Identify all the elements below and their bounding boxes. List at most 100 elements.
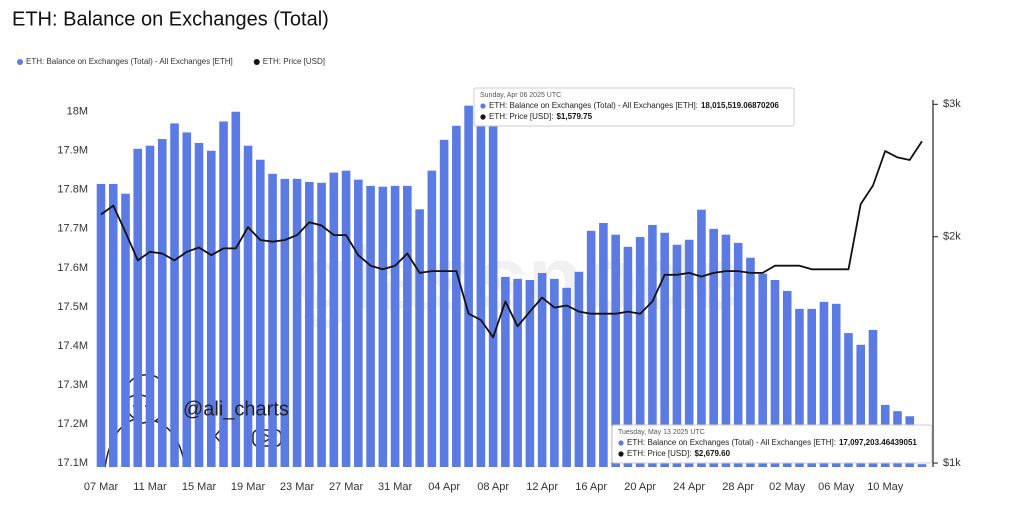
x-tick-label: 20 Apr [624,481,656,493]
bar [770,279,780,467]
bar [648,224,657,467]
x-tick-label: 31 Mar [378,481,413,493]
tooltip-marker [480,103,486,109]
tooltip-label: ETH: Balance on Exchanges (Total) - All … [489,101,698,110]
bar [819,301,829,467]
bar [366,185,375,467]
bar [280,178,290,467]
bar [243,145,253,467]
bar [660,232,669,467]
bar [856,344,866,467]
y-tick-label: 17.5M [57,301,88,313]
tooltip-marker [618,451,624,457]
bar [635,237,645,467]
bar [170,123,179,467]
bar [292,178,302,467]
bar [697,209,706,467]
legend-marker [17,59,23,65]
bar [513,278,522,467]
x-tick-label: 19 Mar [231,481,266,493]
bar [672,244,682,467]
bar [439,139,449,467]
x-tick-label: 12 Apr [526,481,558,493]
tooltip-value: 18,015,519.06870206 [701,101,779,110]
tooltip-date: Sunday, Apr 06 2025 UTC [480,92,561,99]
y-tick-label: 17.9M [57,145,88,157]
x-tick-label: 10 May [867,481,904,493]
bar [268,173,277,468]
bar [108,183,118,468]
legend-marker [253,59,260,65]
bar [550,278,559,467]
tooltip-label: ETH: Price [USD]: [489,112,553,121]
tooltip: Tuesday, May 13 2025 UTC ETH: Balance on … [611,424,933,464]
price-line [100,140,923,339]
bar [623,246,633,467]
bar [133,148,143,467]
bar [733,242,743,467]
tooltip-box [473,87,795,127]
x-tick-label: 15 Mar [182,481,217,493]
legend-label: ETH: Balance on Exchanges (Total) - All … [26,57,233,66]
handle: @ali_charts [183,398,289,420]
y-tick-label: 18M [67,106,88,118]
tooltip-box [611,424,933,464]
y-tick-label: 17.8M [57,184,88,196]
bar [354,179,363,468]
bar [917,464,927,467]
tooltip-value: $2,679.60 [694,449,730,458]
tooltip-label: ETH: Price [USD]: [627,449,691,458]
x-tick-label: 06 May [818,481,855,493]
y-tick-label: 17.4M [57,340,88,352]
x-tick-label: 16 Apr [575,481,607,493]
chart-title: ETH: Balance on Exchanges (Total) [12,8,329,30]
bar [378,186,388,467]
avatar [104,374,282,468]
bar [464,105,473,468]
bar [758,273,768,467]
bar [390,185,400,467]
bar [145,145,155,467]
bar [488,124,498,468]
bar [403,185,412,467]
bar [182,132,192,467]
bar [157,139,167,468]
x-tick-label: 07 Mar [84,481,119,493]
y-tick-label: 17.6M [57,262,88,274]
bar [194,142,204,467]
bar [868,329,878,467]
bar [525,279,535,467]
bar [844,333,853,467]
bar [586,230,596,467]
bar [231,111,241,467]
x-tick-label: 27 Mar [329,481,364,493]
bar [427,170,437,467]
tooltip-value: $1,579.75 [556,112,592,121]
bar [782,290,792,467]
bar [831,303,841,467]
y2-tick-label: $1k [943,457,961,469]
bar [305,181,314,467]
bar [255,159,265,467]
bar [611,234,620,467]
y2-tick-label: $2k [943,231,961,243]
bar [574,271,584,467]
x-tick-label: 04 Apr [428,481,460,493]
bar [96,183,106,468]
x-tick-label: 28 Apr [722,481,754,493]
x-tick-label: 11 Mar [133,481,167,493]
x-tick-label: 08 Apr [477,481,509,493]
bar [721,234,731,467]
y-tick-label: 17.7M [57,223,88,235]
tooltip-marker [480,114,486,120]
bar [206,150,216,468]
y-tick-label: 17.3M [57,379,88,391]
tooltip: Sunday, Apr 06 2025 UTC ETH: Balance on E… [473,87,795,127]
bar [121,193,130,467]
bar [501,276,510,467]
bar [476,117,486,467]
y2-tick-label: $3k [943,98,961,110]
tooltip-marker [618,440,624,446]
x-tick-label: 24 Apr [673,481,705,493]
